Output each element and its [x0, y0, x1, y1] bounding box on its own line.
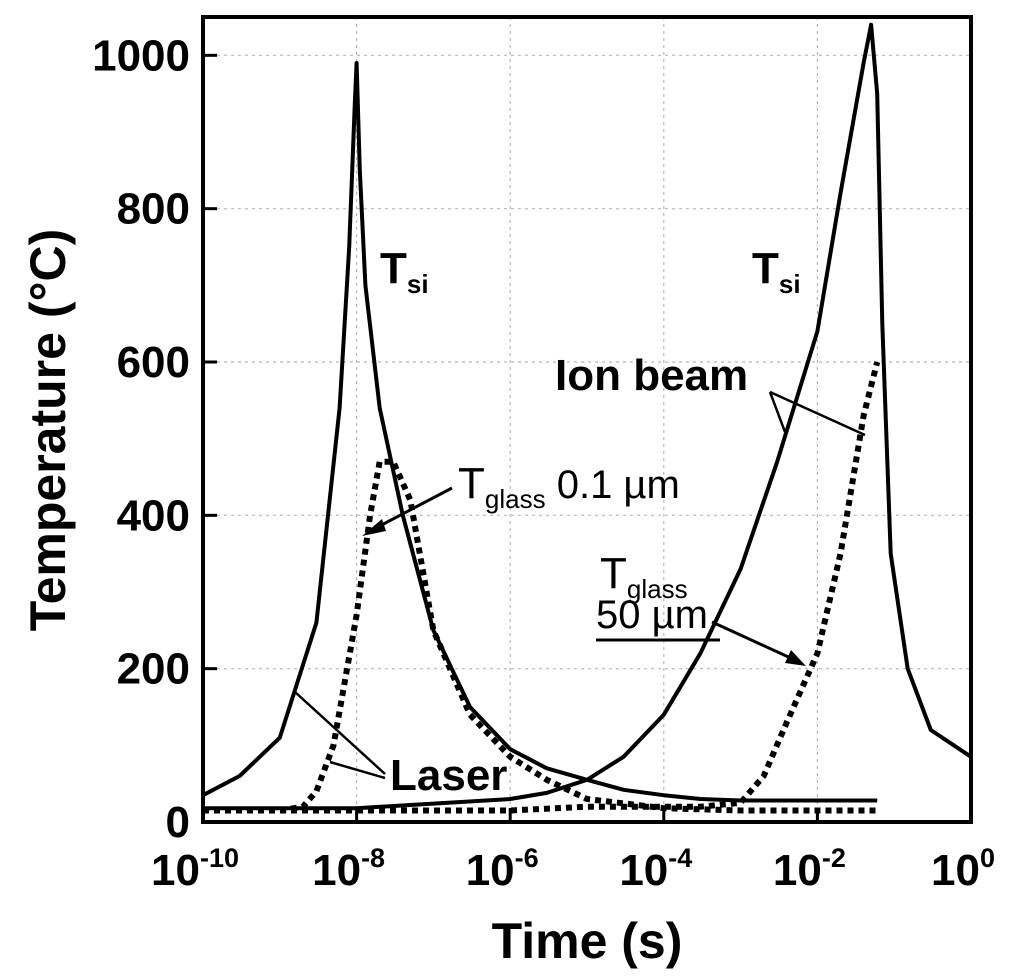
ion-beam-leader-1 [768, 391, 787, 433]
svg-text:Laser: Laser [390, 751, 507, 800]
y-tick-label: 800 [117, 185, 190, 234]
series-2-line [203, 458, 878, 814]
x-tick-label: 10-4 [619, 843, 692, 895]
x-axis-title: Time (s) [492, 913, 683, 969]
annotation-tglass-top: Tglass 0.1 µm [362, 459, 680, 536]
svg-text:Tsi: Tsi [752, 244, 801, 299]
annotation-tsi-right: Tsi [752, 244, 801, 299]
tglass-bottom-arrowhead [785, 650, 806, 666]
annotation-tsi-left: Tsi [380, 244, 429, 299]
plot-frame [201, 15, 973, 824]
svg-text:Ion beam: Ion beam [555, 351, 748, 400]
y-tick-label: 600 [117, 338, 190, 387]
tglass-top-arrowhead [362, 519, 386, 536]
tglass-bottom-arrow [711, 620, 796, 662]
y-tick-label: 200 [117, 645, 190, 694]
x-tick-label: 10-10 [151, 843, 239, 895]
x-tick-label: 10-2 [773, 843, 846, 895]
laser-leader-1 [294, 691, 386, 775]
x-tick-label: 100 [931, 843, 995, 895]
svg-text:50 µm: 50 µm [596, 593, 708, 637]
grid-lines [202, 17, 972, 822]
y-tick-label: 400 [117, 491, 190, 540]
annotation-laser: Laser [294, 691, 507, 800]
y-tick-label: 1000 [92, 31, 190, 80]
series-3-line [203, 22, 973, 811]
svg-text:Tsi: Tsi [380, 244, 429, 299]
svg-text:Tglass: Tglass [600, 549, 688, 604]
axis-ticks: 10-10 10-8 10-6 10-4 10-2 1000200400600800100… [92, 31, 995, 895]
series-lines [202, 22, 973, 814]
laser-leader-2 [329, 760, 386, 780]
tglass-top-arrow [371, 486, 453, 532]
series-4-line [203, 361, 881, 814]
ion-beam-leader-2 [769, 390, 866, 437]
annotation-tglass-bottom: Tglass 50 µm [596, 549, 806, 666]
svg-text:Tglass 0.1 µm: Tglass 0.1 µm [458, 459, 680, 514]
x-tick-label: 10-8 [312, 843, 385, 895]
y-tick-label: 0 [166, 798, 190, 847]
series-1-line [202, 61, 878, 803]
y-axis-title: Temperature (°C) [20, 229, 76, 631]
annotation-ion-beam: Ion beam [555, 351, 866, 437]
x-tick-label: 10-6 [466, 843, 539, 895]
